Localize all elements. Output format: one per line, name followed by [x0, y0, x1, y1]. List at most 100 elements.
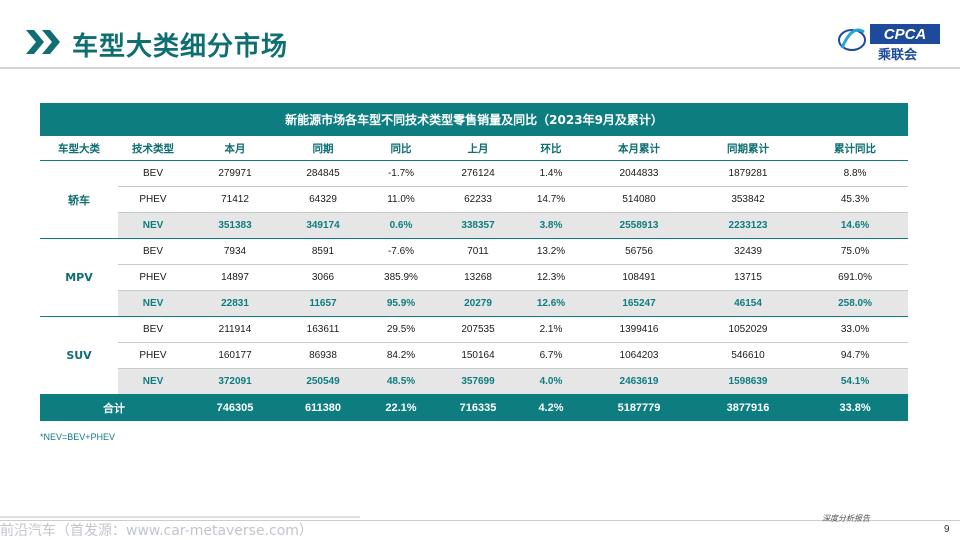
table-cell: 13.2%: [518, 238, 584, 265]
tech-type-cell: NEV: [118, 368, 188, 395]
table-cell: 372091: [188, 368, 282, 395]
logo-text: CPCA: [884, 26, 927, 43]
table-row: NEV 372091 250549 48.5% 357699 4.0% 2463619 159…: [40, 368, 909, 395]
header-divider: [0, 67, 960, 69]
table-cell: 71412: [188, 186, 282, 213]
table-cell: 338357: [438, 212, 518, 239]
column-header: 本月累计: [584, 136, 694, 161]
tech-type-cell: NEV: [118, 290, 188, 317]
tech-type-cell: PHEV: [118, 264, 188, 291]
table-cell: 284845: [282, 160, 364, 187]
table-cell: 1598639: [694, 368, 802, 395]
cpca-logo-icon: CPCA: [838, 24, 940, 51]
table-cell: 351383: [188, 212, 282, 239]
table-cell: 279971: [188, 160, 282, 187]
table-cell: 2463619: [584, 368, 694, 395]
table-cell: 2.1%: [518, 316, 584, 343]
tech-type-cell: BEV: [118, 238, 188, 265]
table-row: MPV BEV 7934 8591 -7.6% 7011 13.2% 56756 32439 75…: [40, 238, 909, 317]
table-cell: 546610: [694, 342, 802, 369]
table-cell: 160177: [188, 342, 282, 369]
table-cell: 94.7%: [802, 342, 909, 369]
tech-type-cell: BEV: [118, 160, 188, 187]
table-row: PHEV 14897 3066 385.9% 13268 12.3% 108491 13715…: [40, 264, 909, 291]
logo-cn-text: 乘联会: [878, 48, 918, 63]
table-cell: 211914: [188, 316, 282, 343]
table-cell: 22831: [188, 290, 282, 317]
table-cell: -7.6%: [364, 238, 438, 265]
tech-type-cell: PHEV: [118, 186, 188, 213]
table-cell: 62233: [438, 186, 518, 213]
table-cell: 276124: [438, 160, 518, 187]
column-header: 同期: [282, 136, 364, 161]
table-cell: 54.1%: [802, 368, 909, 395]
table-cell: 1.4%: [518, 160, 584, 187]
table-cell: 4.0%: [518, 368, 584, 395]
table-body: 轿车 BEV 279971 284845 -1.7% 276124 1.4% 2044833 1…: [40, 160, 909, 421]
total-cell: 611380: [282, 394, 364, 421]
table-cell: 29.5%: [364, 316, 438, 343]
watermark-text: 前沿汽车（首发源：www.car-metaverse.com）: [0, 523, 313, 539]
page-number: 9: [944, 524, 950, 535]
total-cell: 746305: [188, 394, 282, 421]
table-cell: 165247: [584, 290, 694, 317]
table-cell: 33.0%: [802, 316, 909, 343]
table-cell: 64329: [282, 186, 364, 213]
table-cell: 13715: [694, 264, 802, 291]
page-title: 车型大类细分市场: [72, 32, 289, 62]
footer-tag: 深度分析报告: [822, 514, 870, 523]
total-cell: 5187779: [584, 394, 694, 421]
column-header: 环比: [518, 136, 584, 161]
table-cell: 46154: [694, 290, 802, 317]
column-header: 车型大类: [40, 136, 118, 161]
table-cell: 357699: [438, 368, 518, 395]
total-cell: 716335: [438, 394, 518, 421]
table-cell: 514080: [584, 186, 694, 213]
column-header: 上月: [438, 136, 518, 161]
table-row: 轿车 BEV 279971 284845 -1.7% 276124 1.4% 2044833 1…: [40, 160, 909, 239]
tech-type-cell: BEV: [118, 316, 188, 343]
table-cell: 11657: [282, 290, 364, 317]
column-header: 同期累计: [694, 136, 802, 161]
table-cell: 2044833: [584, 160, 694, 187]
table-cell: 1399416: [584, 316, 694, 343]
vehicle-class-cell: 轿车: [40, 160, 118, 239]
table-cell: 1052029: [694, 316, 802, 343]
vehicle-class-cell: MPV: [40, 238, 118, 317]
tech-type-cell: NEV: [118, 212, 188, 239]
table-cell: 14.7%: [518, 186, 584, 213]
double-chevron-icon: [26, 30, 60, 54]
table-cell: 163611: [282, 316, 364, 343]
table-cell: 14.6%: [802, 212, 909, 239]
table-cell: 12.6%: [518, 290, 584, 317]
total-row: 合计 746305 611380 22.1% 716335 4.2% 5187779 3877…: [40, 394, 909, 421]
table-cell: 48.5%: [364, 368, 438, 395]
table-caption: 新能源市场各车型不同技术类型零售销量及同比（2023年9月及累计）: [40, 103, 909, 136]
table-cell: 385.9%: [364, 264, 438, 291]
table-cell: 7011: [438, 238, 518, 265]
table-cell: 108491: [584, 264, 694, 291]
sales-table: 新能源市场各车型不同技术类型零售销量及同比（2023年9月及累计） 车型大类 技术…: [40, 103, 909, 421]
total-cell: 33.8%: [802, 394, 909, 421]
table-cell: 45.3%: [802, 186, 909, 213]
total-label: 合计: [40, 394, 188, 421]
table-cell: 56756: [584, 238, 694, 265]
table-cell: 14897: [188, 264, 282, 291]
total-cell: 3877916: [694, 394, 802, 421]
table-cell: 207535: [438, 316, 518, 343]
table-cell: 150164: [438, 342, 518, 369]
total-cell: 4.2%: [518, 394, 584, 421]
table-cell: 3.8%: [518, 212, 584, 239]
total-cell: 22.1%: [364, 394, 438, 421]
table-cell: 95.9%: [364, 290, 438, 317]
table-cell: 0.6%: [364, 212, 438, 239]
table-cell: 11.0%: [364, 186, 438, 213]
footer-divider: [0, 520, 960, 521]
table-cell: 6.7%: [518, 342, 584, 369]
table-cell: 1064203: [584, 342, 694, 369]
column-header: 本月: [188, 136, 282, 161]
vehicle-class-cell: SUV: [40, 316, 118, 395]
table-cell: 20279: [438, 290, 518, 317]
table-cell: 7934: [188, 238, 282, 265]
table-row: PHEV 71412 64329 11.0% 62233 14.7% 514080 35384…: [40, 186, 909, 213]
